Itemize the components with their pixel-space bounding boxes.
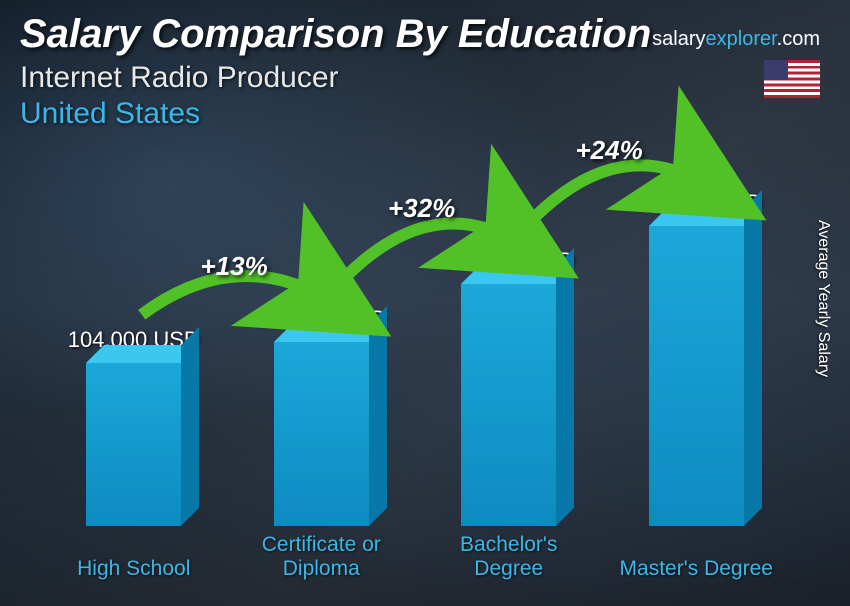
- bar: [274, 342, 369, 526]
- bar-label: Master's Degree: [616, 557, 776, 581]
- bar-front-face: [274, 342, 369, 526]
- bar-side-face: [181, 327, 199, 526]
- bar-front-face: [461, 284, 556, 526]
- brand-suffix: .com: [777, 28, 820, 50]
- brand-prefix: salary: [652, 28, 705, 50]
- bar-group: 117,000 USD Certificate or Diploma: [239, 306, 404, 526]
- brand-logo: salaryexplorer.com: [652, 28, 820, 51]
- flag-icon: [764, 60, 820, 98]
- bar-front-face: [86, 363, 181, 526]
- bar: [461, 284, 556, 526]
- bar-label: Bachelor's Degree: [429, 533, 589, 581]
- bar: [649, 226, 744, 526]
- brand-mid: explorer: [706, 28, 777, 50]
- bar-label: Certificate or Diploma: [241, 533, 401, 581]
- bar-side-face: [556, 248, 574, 526]
- bar-group: 104,000 USD High School: [51, 327, 216, 526]
- bar: [86, 363, 181, 526]
- chart-area: 104,000 USD High School 117,000 USD Cert…: [40, 160, 790, 586]
- bar-group: 154,000 USD Bachelor's Degree: [426, 248, 591, 526]
- chart-country: United States: [20, 97, 830, 131]
- bar-group: 191,000 USD Master's Degree: [614, 190, 779, 526]
- chart-subtitle: Internet Radio Producer: [20, 61, 830, 95]
- bars-container: 104,000 USD High School 117,000 USD Cert…: [40, 186, 790, 526]
- bar-side-face: [369, 306, 387, 526]
- bar-front-face: [649, 226, 744, 526]
- yaxis-label: Average Yearly Salary: [814, 220, 832, 377]
- bar-label: High School: [54, 557, 214, 581]
- bar-side-face: [744, 190, 762, 526]
